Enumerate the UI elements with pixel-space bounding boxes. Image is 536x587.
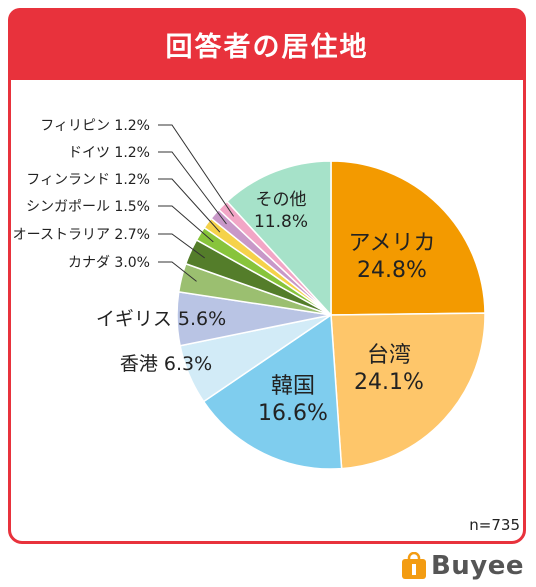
slice-label-10: フィリピン 1.2% — [40, 118, 150, 134]
slice-label-8: フィンランド 1.2% — [26, 172, 150, 188]
slice-label-2: 韓国 — [271, 374, 315, 399]
leader-line-6 — [158, 233, 205, 259]
pie-slice-1 — [330, 312, 486, 470]
leader-line-8 — [158, 178, 221, 233]
slice-value-0: 24.8% — [357, 258, 427, 283]
slice-label-4: イギリス 5.6% — [96, 308, 226, 330]
chart-title: 回答者の居住地 — [8, 8, 526, 80]
slice-label-3: 香港 6.3% — [120, 353, 212, 375]
leader-line-10 — [158, 124, 235, 217]
buyee-logo: Buyee — [401, 551, 524, 581]
leader-line-5 — [158, 261, 197, 282]
slice-label-11: その他 — [256, 190, 307, 210]
slice-value-1: 24.1% — [354, 370, 424, 395]
slice-label-9: ドイツ 1.2% — [68, 145, 150, 161]
slice-label-7: シンガポール 1.5% — [26, 199, 150, 215]
slice-label-0: アメリカ — [349, 231, 436, 256]
shopping-bag-icon — [401, 552, 426, 579]
slice-label-5: カナダ 3.0% — [68, 255, 150, 271]
brand-name: Buyee — [430, 551, 524, 581]
slice-label-1: 台湾 — [367, 343, 411, 368]
leader-line-9 — [158, 151, 227, 225]
slice-value-2: 16.6% — [258, 401, 328, 426]
pie-slice-0 — [330, 160, 486, 316]
slice-label-6: オーストラリア 2.7% — [13, 227, 150, 243]
sample-size-label: n=735 — [469, 516, 520, 534]
slice-value-11: 11.8% — [254, 212, 308, 232]
pie-slice-2 — [202, 313, 343, 470]
leader-line-7 — [158, 205, 214, 243]
pie-slice-11 — [225, 160, 332, 317]
